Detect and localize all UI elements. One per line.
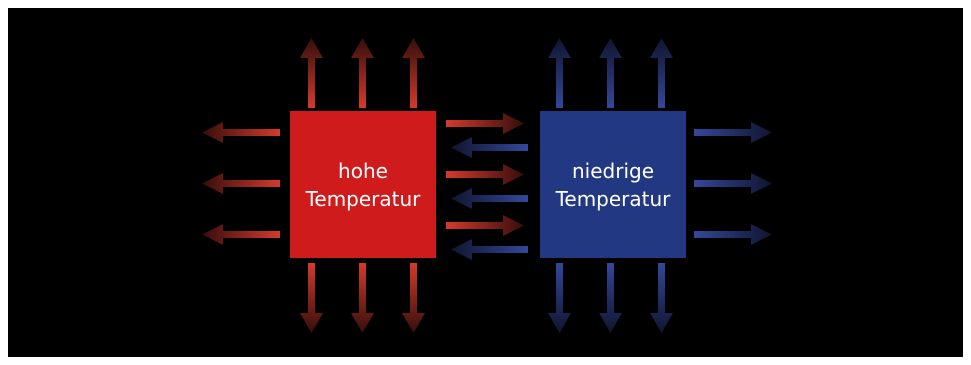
cold-box-label-line2: Temperatur [555,187,672,211]
cold-right-arrow-2 [694,173,772,194]
hot-right-arrow-3 [446,215,524,236]
cold-right-arrow-3 [694,224,772,245]
cold-left-arrow-1 [451,137,528,158]
hot-box-label-line2: Temperatur [305,187,422,211]
hot-down-arrow-2 [351,263,374,333]
cold-up-arrow-3 [650,38,673,108]
cold-left-arrow-2 [451,188,528,209]
cold-up-arrow-2 [599,38,622,108]
hot-left-arrow-3 [202,224,280,245]
hot-down-arrow-3 [402,263,425,333]
hot-right-arrow-1 [446,113,524,134]
hot-box-fill [290,111,436,258]
hot-box-label-line1: hohe [338,159,388,183]
diagram-background [8,8,963,357]
cold-left-arrow-3 [451,239,528,260]
hot-right-arrow-2 [446,164,524,185]
hot-left-arrow-1 [202,122,280,143]
cold-box: niedrige Temperatur [540,111,686,258]
hot-left-arrow-2 [202,173,280,194]
cold-box-label-line1: niedrige [572,159,654,183]
hot-up-arrow-3 [402,38,425,108]
hot-up-arrow-2 [351,38,374,108]
hot-down-arrow-1 [300,263,323,333]
cold-right-arrow-1 [694,122,772,143]
cold-up-arrow-1 [548,38,571,108]
cold-down-arrow-3 [650,263,673,333]
cold-down-arrow-1 [548,263,571,333]
hot-box: hohe Temperatur [290,111,436,258]
cold-down-arrow-2 [599,263,622,333]
cold-box-fill [540,111,686,258]
hot-up-arrow-1 [300,38,323,108]
